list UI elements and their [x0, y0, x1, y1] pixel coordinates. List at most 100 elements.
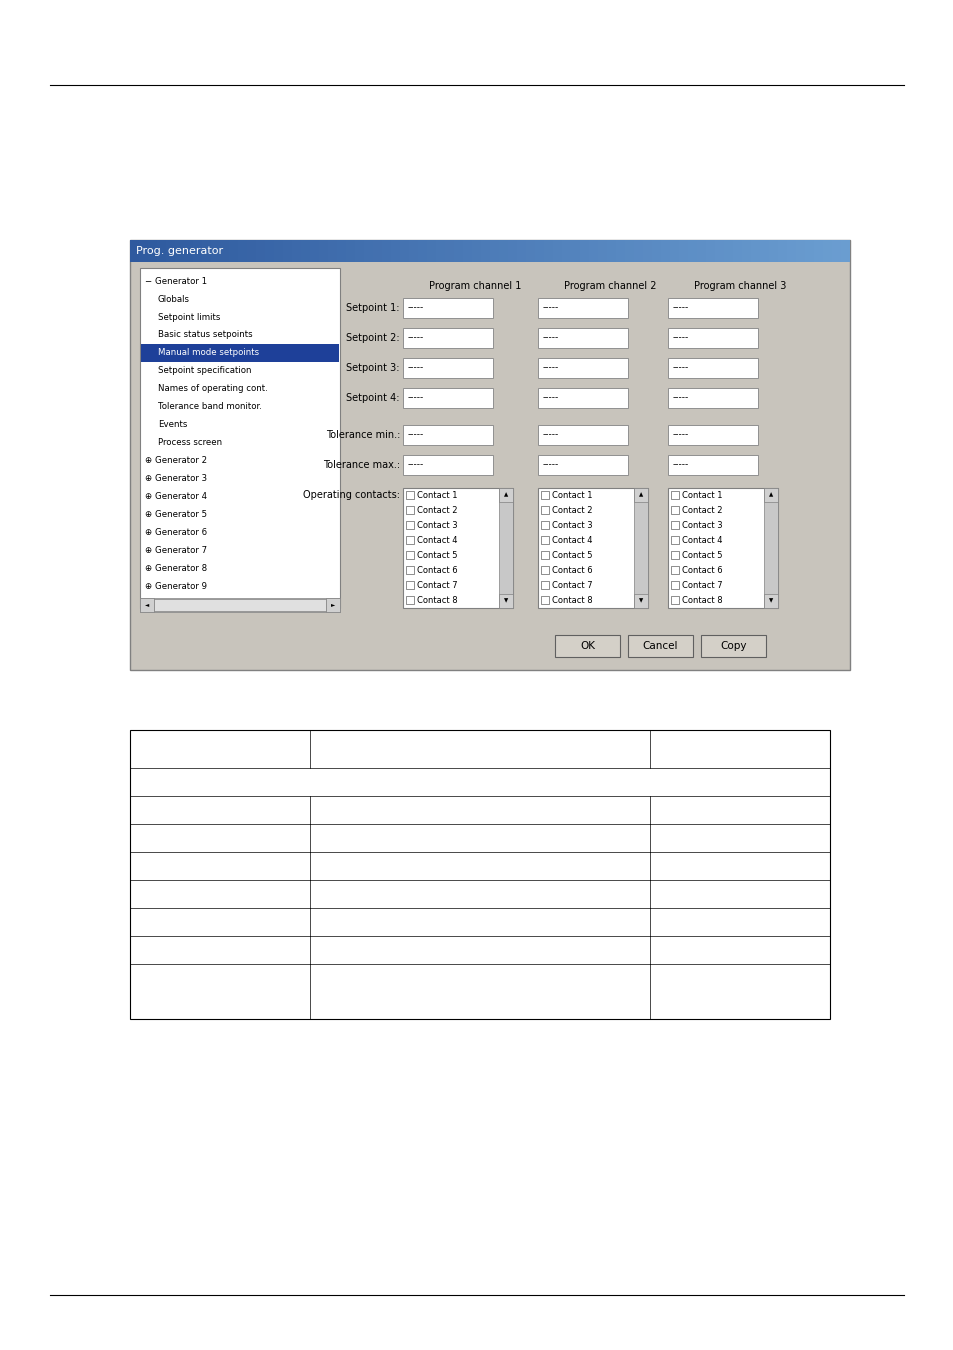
- Bar: [537, 487, 647, 608]
- Bar: [402, 328, 493, 348]
- Text: -----: -----: [408, 393, 424, 402]
- Bar: [406, 552, 414, 559]
- Bar: [616, 240, 625, 262]
- Bar: [813, 240, 822, 262]
- Bar: [741, 240, 751, 262]
- Bar: [274, 240, 283, 262]
- Bar: [462, 240, 472, 262]
- Bar: [732, 240, 741, 262]
- Bar: [480, 240, 490, 262]
- Bar: [537, 455, 627, 475]
- Text: -----: -----: [408, 460, 424, 470]
- Text: ⊕ Generator 2: ⊕ Generator 2: [145, 456, 207, 466]
- Bar: [634, 487, 647, 502]
- Text: Basic status setpoints: Basic status setpoints: [158, 331, 253, 339]
- Bar: [140, 269, 339, 608]
- Bar: [402, 298, 493, 319]
- Text: Contact 1: Contact 1: [681, 491, 721, 500]
- Text: Manual mode setpoints: Manual mode setpoints: [158, 348, 259, 358]
- Bar: [326, 598, 339, 612]
- Bar: [153, 599, 326, 612]
- Bar: [220, 240, 230, 262]
- Text: Contact 8: Contact 8: [552, 595, 592, 605]
- Bar: [184, 240, 193, 262]
- Text: -----: -----: [672, 304, 688, 312]
- Text: ▲: ▲: [768, 493, 772, 498]
- Bar: [265, 240, 274, 262]
- Bar: [537, 298, 627, 319]
- Text: Setpoint 2:: Setpoint 2:: [346, 333, 399, 343]
- Bar: [402, 358, 493, 378]
- Text: -----: -----: [542, 363, 558, 373]
- Bar: [537, 387, 627, 408]
- Bar: [444, 240, 454, 262]
- Bar: [540, 521, 548, 529]
- Bar: [670, 552, 679, 559]
- Text: Prog. generator: Prog. generator: [136, 246, 223, 256]
- Text: Program channel 2: Program channel 2: [563, 281, 656, 292]
- Bar: [540, 506, 548, 514]
- Text: Cancel: Cancel: [642, 641, 678, 651]
- Bar: [130, 240, 139, 262]
- Text: ⊕ Generator 3: ⊕ Generator 3: [145, 474, 207, 483]
- Bar: [498, 487, 513, 502]
- Bar: [283, 240, 293, 262]
- Bar: [174, 240, 184, 262]
- Bar: [660, 240, 670, 262]
- Bar: [292, 240, 301, 262]
- Text: -----: -----: [542, 431, 558, 440]
- Bar: [427, 240, 436, 262]
- Bar: [667, 328, 758, 348]
- Text: -----: -----: [672, 393, 688, 402]
- Bar: [670, 597, 679, 605]
- Bar: [346, 240, 355, 262]
- Bar: [406, 521, 414, 529]
- Bar: [670, 536, 679, 544]
- Bar: [634, 594, 647, 608]
- Text: ▲: ▲: [639, 493, 642, 498]
- Bar: [517, 240, 526, 262]
- Bar: [561, 240, 571, 262]
- Bar: [634, 487, 647, 608]
- Text: Globals: Globals: [158, 294, 190, 304]
- Text: Program channel 3: Program channel 3: [693, 281, 785, 292]
- Bar: [409, 240, 418, 262]
- Bar: [130, 730, 829, 1019]
- Text: ◄: ◄: [145, 602, 149, 608]
- Text: Contact 7: Contact 7: [552, 580, 592, 590]
- Text: -----: -----: [672, 333, 688, 343]
- Text: ⊕ Generator 7: ⊕ Generator 7: [145, 547, 207, 555]
- Bar: [667, 358, 758, 378]
- Text: Contact 4: Contact 4: [416, 536, 457, 545]
- Text: ▼: ▼: [503, 598, 508, 603]
- Bar: [373, 240, 382, 262]
- Text: Setpoint 3:: Setpoint 3:: [346, 363, 399, 373]
- Bar: [454, 240, 463, 262]
- Text: -----: -----: [542, 333, 558, 343]
- Bar: [651, 240, 660, 262]
- Bar: [507, 240, 517, 262]
- Bar: [229, 240, 238, 262]
- Bar: [540, 597, 548, 605]
- Bar: [555, 634, 619, 657]
- Bar: [822, 240, 832, 262]
- Bar: [679, 240, 688, 262]
- Text: Contact 7: Contact 7: [681, 580, 721, 590]
- Text: ▼: ▼: [768, 598, 772, 603]
- Bar: [157, 240, 167, 262]
- Text: Contact 5: Contact 5: [416, 551, 457, 560]
- Bar: [166, 240, 175, 262]
- Bar: [642, 240, 652, 262]
- Bar: [402, 455, 493, 475]
- Text: Setpoint 4:: Setpoint 4:: [346, 393, 399, 404]
- Bar: [670, 506, 679, 514]
- Bar: [714, 240, 723, 262]
- Bar: [624, 240, 634, 262]
- Bar: [667, 455, 758, 475]
- Bar: [148, 240, 157, 262]
- Bar: [579, 240, 589, 262]
- Bar: [402, 387, 493, 408]
- Text: ►: ►: [331, 602, 335, 608]
- Text: ▼: ▼: [639, 598, 642, 603]
- Bar: [540, 552, 548, 559]
